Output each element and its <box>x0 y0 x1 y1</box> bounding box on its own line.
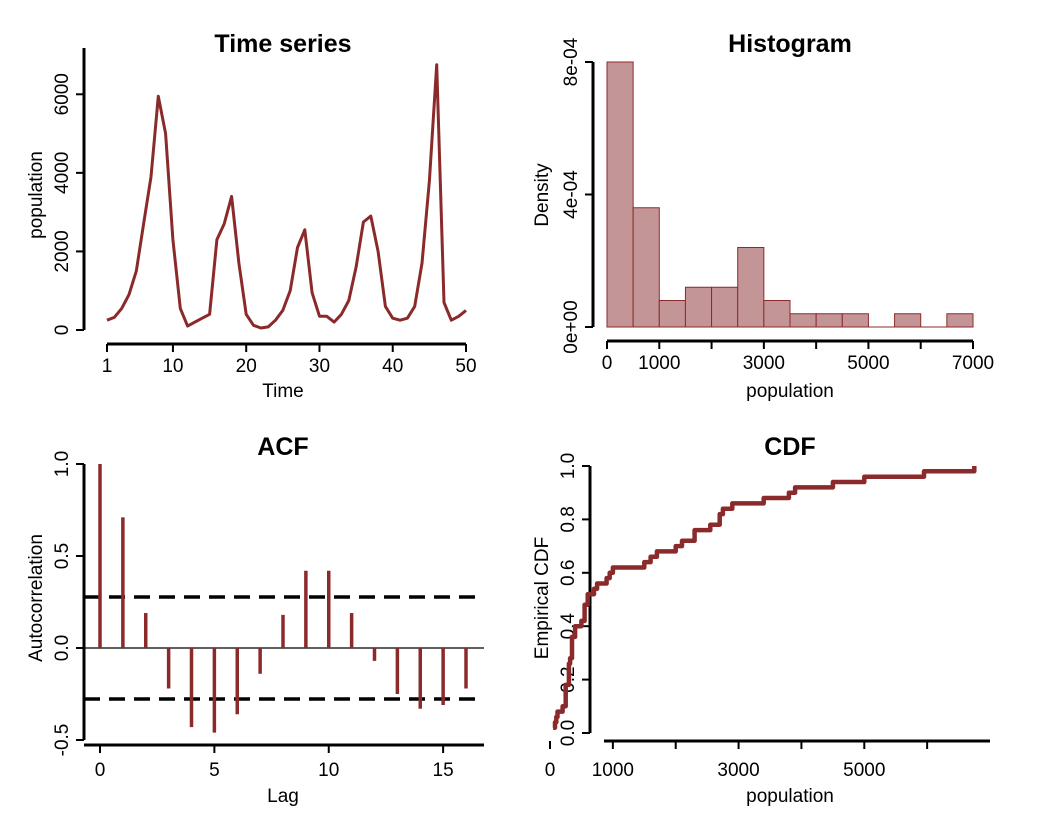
timeseries-y-tick-label: 4000 <box>52 152 73 194</box>
acf-y-tick-label: 1.0 <box>52 451 73 477</box>
histogram-xlabel: population <box>746 381 834 402</box>
histogram-y-tick-label: 4e-04 <box>561 170 582 219</box>
histogram-ylabel: Density <box>532 163 553 227</box>
timeseries-ylabel: population <box>26 151 47 239</box>
histogram-bar <box>894 313 922 328</box>
acf-y-tick-label: -0.5 <box>52 724 73 757</box>
histogram-bar <box>684 286 713 328</box>
histogram-x-tick-label: 3000 <box>743 353 785 374</box>
timeseries-x-tick-label: 10 <box>162 356 183 377</box>
histogram-x-tick-label: 7000 <box>952 353 994 374</box>
timeseries-y-tick-label: 2000 <box>52 230 73 272</box>
timeseries-x-tick-label: 40 <box>382 356 403 377</box>
cdf-x-tick-label: 3000 <box>717 760 759 781</box>
acf-title: ACF <box>257 433 308 461</box>
acf-x-tick-label: 10 <box>318 760 339 781</box>
acf-x-tick-label: 15 <box>433 760 454 781</box>
histogram-bar <box>763 300 791 328</box>
acf-x-tick-label: 0 <box>95 760 106 781</box>
cdf-title: CDF <box>764 433 815 461</box>
timeseries-y-tick-label: 6000 <box>52 73 73 115</box>
cdf-x-tick-label: 5000 <box>843 760 885 781</box>
timeseries-x-tick-label: 30 <box>309 356 330 377</box>
timeseries-x-tick-label: 20 <box>236 356 257 377</box>
acf-ylabel: Autocorrelation <box>26 534 47 662</box>
histogram-x-tick-label: 1000 <box>638 353 680 374</box>
timeseries-panel: Time series Time population 1 10 20 30 40 50 0… <box>26 30 477 402</box>
timeseries-y-tick-label: 0 <box>52 325 73 336</box>
timeseries-x-tick-label: 50 <box>455 356 476 377</box>
cdf-y-tick-label: 1.0 <box>558 453 579 479</box>
timeseries-line <box>106 63 467 330</box>
cdf-line <box>552 466 977 730</box>
histogram-bar <box>815 313 843 328</box>
cdf-panel: CDF population Empirical CDF 0.00.20.40.… <box>532 433 990 807</box>
histogram-bar <box>632 207 660 328</box>
cdf-x-tick-label: 1000 <box>592 760 634 781</box>
timeseries-x-tick-label: 1 <box>102 356 113 377</box>
acf-xlabel: Lag <box>267 786 299 807</box>
histogram-bar <box>789 313 817 328</box>
histogram-bar <box>658 300 686 328</box>
histogram-bar <box>841 313 869 328</box>
histogram-bar <box>946 313 974 328</box>
histogram-y-tick-label: 0e+00 <box>561 300 582 353</box>
cdf-xlabel: population <box>746 786 834 807</box>
histogram-title: Histogram <box>728 30 852 58</box>
cdf-y-tick-label: 0.8 <box>558 506 579 532</box>
timeseries-title: Time series <box>214 30 351 58</box>
histogram-panel: Histogram population Density 0e+00 4e-04 8… <box>532 30 994 402</box>
histogram-bar <box>711 286 739 328</box>
histogram-x-tick-label: 5000 <box>847 353 889 374</box>
timeseries-xlabel: Time <box>262 381 304 402</box>
histogram-x-tick-label: 0 <box>602 353 613 374</box>
acf-panel: ACF Lag Autocorrelation 0 5 10 15 -0.5 0.0 0.5… <box>26 433 484 807</box>
cdf-y-tick-label: 0.6 <box>558 560 579 586</box>
cdf-ylabel: Empirical CDF <box>532 537 553 659</box>
histogram-bar <box>737 247 765 328</box>
acf-y-tick-label: 0.0 <box>52 635 73 661</box>
acf-y-tick-label: 0.5 <box>52 543 73 569</box>
cdf-y-tick-label: 0.0 <box>558 720 579 746</box>
histogram-bar <box>606 61 634 328</box>
acf-x-tick-label: 5 <box>209 760 220 781</box>
cdf-x-tick-label: 0 <box>545 760 556 781</box>
histogram-y-tick-label: 8e-04 <box>561 37 582 86</box>
